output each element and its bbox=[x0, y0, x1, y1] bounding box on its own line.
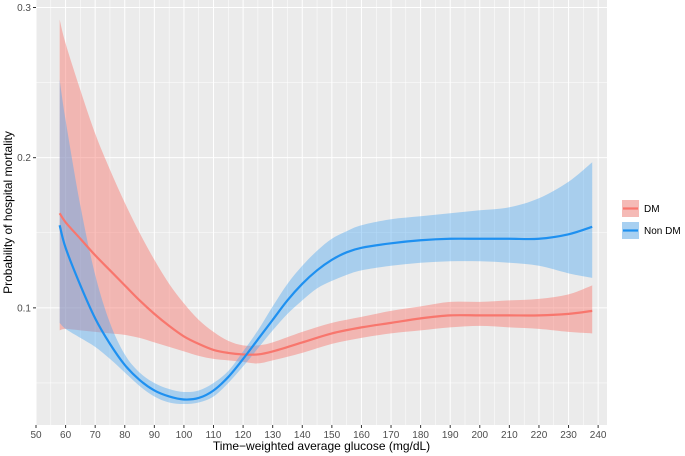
x-tick-label: 220 bbox=[531, 430, 548, 441]
confidence-band-non-dm bbox=[59, 79, 593, 404]
y-tick-label: 0.2 bbox=[17, 153, 31, 164]
grid-major bbox=[35, 0, 607, 425]
series-lines bbox=[58, 212, 593, 401]
x-tick-label: 60 bbox=[60, 430, 72, 441]
x-tick-label: 160 bbox=[353, 430, 370, 441]
confidence-bands bbox=[59, 19, 593, 404]
y-tick-label: 0.3 bbox=[17, 3, 31, 14]
x-tick-label: 90 bbox=[149, 430, 161, 441]
x-tick-label: 50 bbox=[30, 430, 42, 441]
x-tick-label: 70 bbox=[90, 430, 102, 441]
x-tick-label: 240 bbox=[590, 430, 607, 441]
y-tick-label: 0.1 bbox=[17, 303, 31, 314]
x-tick-label: 130 bbox=[264, 430, 281, 441]
series-line-non-dm bbox=[58, 224, 593, 401]
confidence-band-dm bbox=[59, 19, 593, 364]
x-tick-label: 180 bbox=[412, 430, 429, 441]
x-tick-label: 230 bbox=[560, 430, 577, 441]
x-tick-label: 100 bbox=[176, 430, 193, 441]
x-tick-label: 200 bbox=[471, 430, 488, 441]
axis-ticks bbox=[33, 7, 599, 428]
series-line-dm bbox=[58, 212, 593, 356]
x-tick-label: 210 bbox=[501, 430, 518, 441]
legend-label-dm: DM bbox=[644, 204, 660, 215]
legend: DM Non DM bbox=[622, 200, 681, 239]
legend-label-non-dm: Non DM bbox=[644, 226, 681, 237]
x-tick-labels: 50 60 70 80 90 100 110 120 130 140 150 160 170 180 190… bbox=[30, 430, 606, 441]
x-axis-title: Time−weighted average glucose (mg/dL) bbox=[213, 439, 430, 453]
x-tick-label: 120 bbox=[235, 430, 252, 441]
y-tick-labels: 0.1 0.2 0.3 bbox=[17, 3, 31, 314]
x-tick-label: 140 bbox=[294, 430, 311, 441]
panel-background bbox=[36, 0, 607, 425]
x-tick-label: 190 bbox=[442, 430, 459, 441]
grid-minor bbox=[36, 0, 607, 425]
x-tick-label: 80 bbox=[119, 430, 131, 441]
x-tick-label: 150 bbox=[324, 430, 341, 441]
x-tick-label: 110 bbox=[206, 430, 222, 441]
y-axis-title: Probability of hospital mortality bbox=[1, 131, 15, 294]
x-tick-label: 170 bbox=[383, 430, 400, 441]
